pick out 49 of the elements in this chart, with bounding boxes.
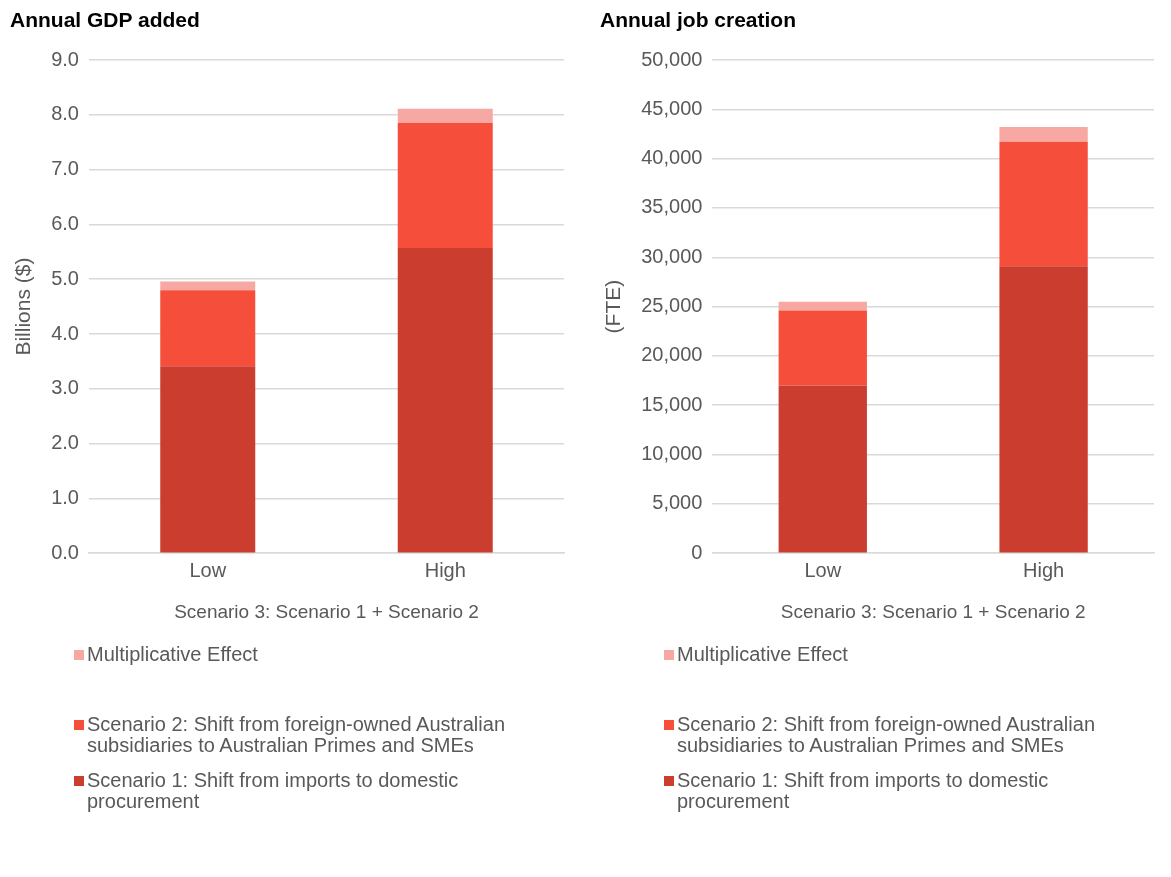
chart-title: Annual GDP added [10,8,201,33]
x-tick-label: High [1023,558,1065,581]
bar [999,127,1088,142]
bar [778,301,867,311]
bar [999,266,1088,553]
y-tick-label: 9.0 [51,47,79,70]
y-tick-label: 3.0 [51,376,79,399]
y-tick-label: 15,000 [641,392,703,415]
y-tick-label: 35,000 [641,195,703,218]
x-axis-title: Scenario 3: Scenario 1 + Scenario 2 [174,600,479,622]
y-tick-label: 20,000 [641,343,703,366]
legend-label: Scenario 2: Shift from foreign-owned Australian subsidiaries to Australian Primes and SMEs [87,713,506,756]
bar [160,290,256,367]
bar [999,141,1088,267]
y-tick-label: 30,000 [641,244,703,267]
legend-label: Scenario 1: Shift from imports to domestic procurement [677,769,1050,812]
y-tick-label: 8.0 [51,102,79,125]
legend-label: Scenario 1: Shift from imports to domestic procurement [87,769,460,812]
bar [778,385,867,553]
legend-label: Multiplicative Effect [677,643,849,665]
bar [397,123,493,248]
y-tick-label: 45,000 [641,96,703,119]
y-tick-label: 1.0 [51,485,79,508]
x-tick-label: Low [189,558,227,581]
y-tick-label: 4.0 [51,321,79,344]
y-axis-title: (FTE) [601,279,625,334]
y-tick-label: 5,000 [652,491,703,514]
y-tick-label: 50,000 [641,47,703,70]
bar [397,247,493,553]
x-tick-label: High [424,558,466,581]
y-tick-label: 10,000 [641,442,703,465]
x-tick-label: Low [804,558,842,581]
y-tick-label: 40,000 [641,146,703,169]
y-tick-label: 0.0 [51,540,79,563]
y-tick-label: 7.0 [51,157,79,180]
bar [160,281,256,291]
y-axis-title: Billions ($) [11,257,35,356]
y-tick-label: 6.0 [51,211,79,234]
bar [160,366,256,553]
y-tick-label: 2.0 [51,431,79,454]
y-tick-label: 25,000 [641,294,703,317]
y-tick-label: 5.0 [51,266,79,289]
legend-label: Scenario 2: Shift from foreign-owned Australian subsidiaries to Australian Primes and SMEs [677,713,1096,756]
chart-title: Annual job creation [600,8,797,33]
legend-label: Multiplicative Effect [87,643,259,665]
x-axis-title: Scenario 3: Scenario 1 + Scenario 2 [780,600,1086,622]
y-tick-label: 0 [691,540,703,563]
bar [397,108,493,124]
bar [778,310,867,386]
